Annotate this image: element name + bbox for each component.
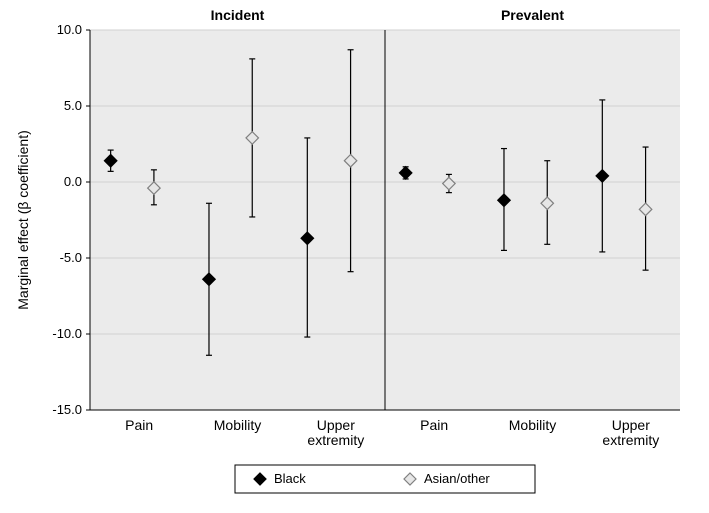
y-tick-label: 10.0: [57, 22, 82, 37]
y-tick-label: 0.0: [64, 174, 82, 189]
y-tick-label: -15.0: [52, 402, 82, 417]
x-category-label: Pain: [420, 417, 448, 433]
y-tick-label: -10.0: [52, 326, 82, 341]
x-category-label: extremity: [602, 432, 659, 448]
x-category-label: Upper: [612, 417, 650, 433]
chart-svg: -15.0 -10.0 -5.0 0.0 5.0 10.0 Incident Prevalen…: [0, 0, 709, 513]
x-category-label: Upper: [317, 417, 355, 433]
x-category-label: Mobility: [509, 417, 556, 433]
panel-title: Incident: [211, 7, 265, 23]
y-tick-label: -5.0: [60, 250, 82, 265]
y-axis-title: Marginal effect (β coefficient): [15, 130, 31, 310]
legend-label: Black: [274, 471, 306, 486]
legend-label: Asian/other: [424, 471, 490, 486]
x-category-label: Pain: [125, 417, 153, 433]
panel-title: Prevalent: [501, 7, 564, 23]
y-tick-label: 5.0: [64, 98, 82, 113]
chart-container: -15.0 -10.0 -5.0 0.0 5.0 10.0 Incident Prevalen…: [0, 0, 709, 513]
x-category-label: extremity: [307, 432, 364, 448]
x-category-label: Mobility: [214, 417, 261, 433]
